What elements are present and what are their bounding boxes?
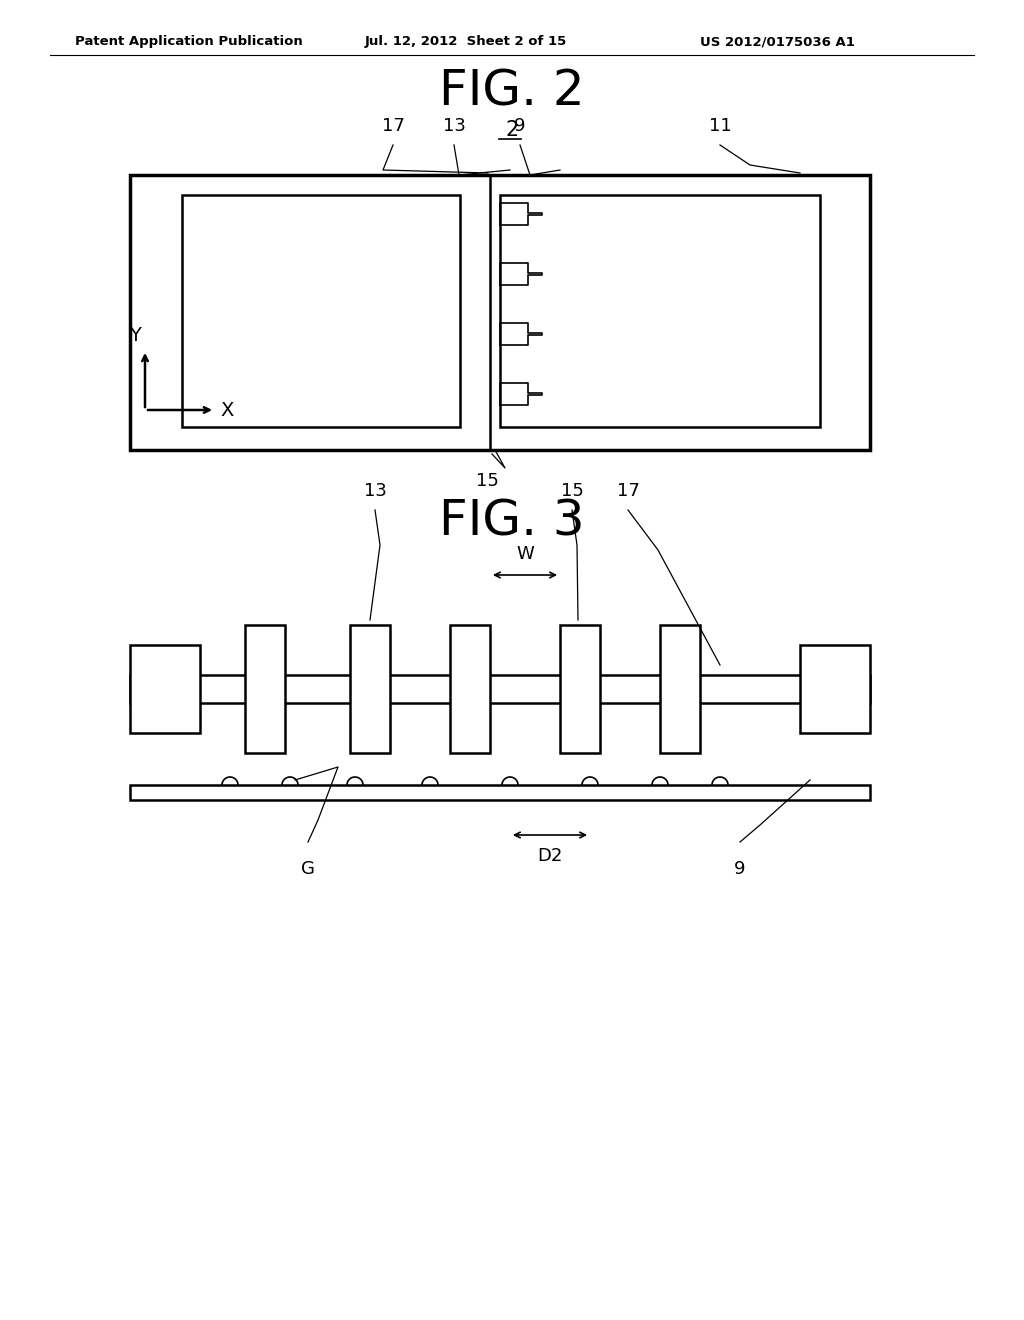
Bar bbox=[500, 195, 820, 426]
Text: X: X bbox=[220, 400, 233, 420]
Text: 13: 13 bbox=[364, 482, 386, 500]
Bar bbox=[450, 624, 490, 752]
Text: D2: D2 bbox=[538, 847, 562, 865]
Bar bbox=[245, 624, 285, 752]
Bar bbox=[130, 785, 870, 800]
Bar bbox=[560, 624, 600, 752]
Text: 15: 15 bbox=[560, 482, 584, 500]
Bar bbox=[800, 645, 870, 733]
Bar bbox=[130, 176, 870, 450]
Text: 13: 13 bbox=[442, 117, 466, 135]
Text: 9: 9 bbox=[514, 117, 525, 135]
Bar bbox=[130, 645, 200, 733]
Bar bbox=[182, 195, 460, 426]
Text: 17: 17 bbox=[382, 117, 404, 135]
Text: FIG. 2: FIG. 2 bbox=[439, 69, 585, 116]
Text: FIG. 3: FIG. 3 bbox=[439, 498, 585, 546]
Text: 9: 9 bbox=[734, 861, 745, 878]
Bar bbox=[660, 624, 700, 752]
Text: 15: 15 bbox=[475, 473, 499, 490]
Text: G: G bbox=[301, 861, 315, 878]
Text: Y: Y bbox=[129, 326, 141, 345]
Bar bbox=[130, 675, 870, 704]
Text: 11: 11 bbox=[709, 117, 731, 135]
Text: 2: 2 bbox=[506, 120, 518, 140]
Text: Jul. 12, 2012  Sheet 2 of 15: Jul. 12, 2012 Sheet 2 of 15 bbox=[365, 36, 567, 49]
Text: W: W bbox=[516, 545, 534, 564]
Text: 17: 17 bbox=[616, 482, 639, 500]
Text: Patent Application Publication: Patent Application Publication bbox=[75, 36, 303, 49]
Text: US 2012/0175036 A1: US 2012/0175036 A1 bbox=[700, 36, 855, 49]
Bar bbox=[350, 624, 390, 752]
